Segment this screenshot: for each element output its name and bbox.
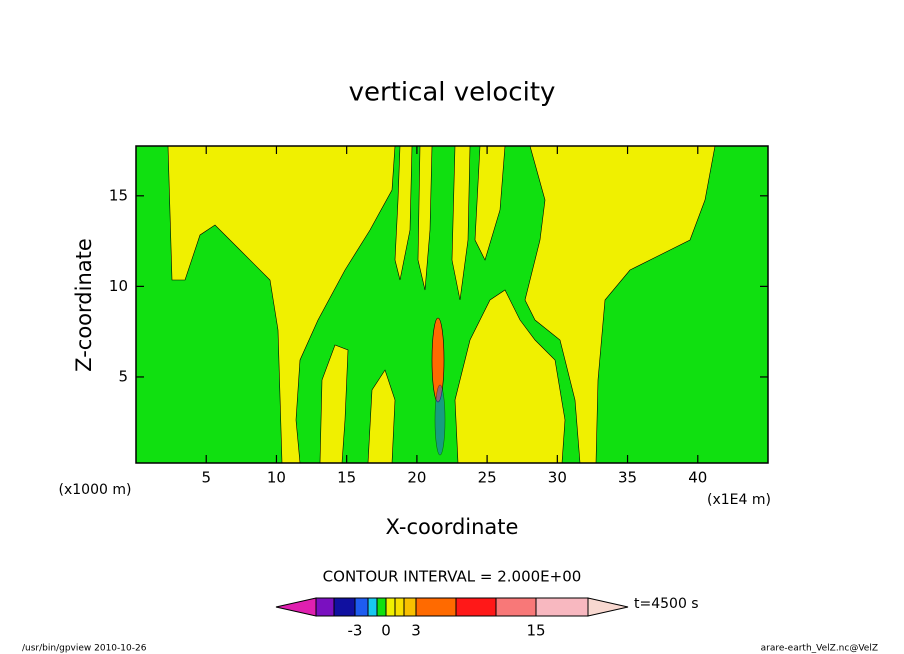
colorbar-extend <box>587 597 629 617</box>
time-label: t=4500 s <box>634 596 699 612</box>
colorbar-box <box>385 597 396 617</box>
y-axis-label: Z-coordinate <box>72 238 96 372</box>
x-tick-label: 25 <box>478 469 497 487</box>
y-tick-label: 10 <box>109 277 128 295</box>
x-unit-label: (x1E4 m) <box>707 492 771 508</box>
contour-region <box>434 384 446 456</box>
footer: /usr/bin/gpview 2010-10-26 <box>22 644 147 654</box>
colorbar-box <box>367 597 378 617</box>
y-tick-label: 15 <box>109 186 128 204</box>
x-axis-label: X-coordinate <box>386 515 519 539</box>
x-tick-label: 20 <box>407 469 426 487</box>
colorbar-box <box>415 597 457 617</box>
contour-field <box>136 145 768 464</box>
x-tick-label: 30 <box>548 469 567 487</box>
contour-interval: CONTOUR INTERVAL = 2.000E+00 <box>323 568 582 586</box>
x-tick-label: 40 <box>688 469 707 487</box>
y-tick-label: 5 <box>118 367 128 385</box>
colorbar-box <box>403 597 417 617</box>
colorbar-box <box>376 597 387 617</box>
footer: arare-earth_VelZ.nc@VelZ <box>761 644 878 654</box>
colorbar-box <box>394 597 405 617</box>
x-unit-label: (x1000 m) <box>59 482 132 498</box>
colorbar-tick-label: 15 <box>526 622 545 640</box>
colorbar-tick-label: 3 <box>411 622 421 640</box>
x-tick-label: 5 <box>201 469 211 487</box>
colorbar-tick-label: -3 <box>348 622 363 640</box>
colorbar-extend <box>275 597 317 617</box>
colorbar-box <box>354 597 369 617</box>
colorbar-box <box>535 597 589 617</box>
colorbar-box <box>333 597 356 617</box>
colorbar-box <box>455 597 497 617</box>
chart-title: vertical velocity <box>349 78 556 108</box>
colorbar-box <box>315 597 335 617</box>
colorbar-box <box>495 597 537 617</box>
colorbar-tick-label: 0 <box>381 622 391 640</box>
x-tick-label: 35 <box>618 469 637 487</box>
plot-frame <box>135 145 769 464</box>
x-tick-label: 10 <box>267 469 286 487</box>
x-tick-label: 15 <box>337 469 356 487</box>
